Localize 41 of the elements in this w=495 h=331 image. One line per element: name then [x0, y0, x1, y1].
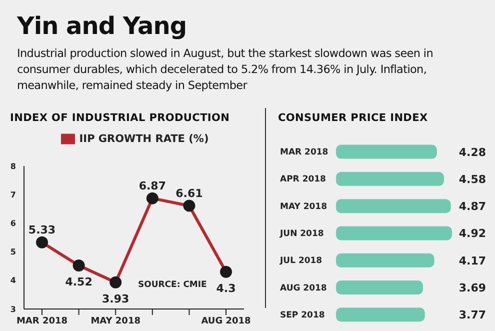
- text: Yin and Yang: [17, 12, 186, 40]
- y-tick-label: APR 2018: [280, 174, 326, 185]
- bar: [336, 226, 452, 240]
- data-label: 3.69: [458, 282, 486, 294]
- legend-label: IIP GROWTH RATE (%): [79, 132, 209, 145]
- chart-title: INDEX OF INDUSTRIAL PRODUCTION: [10, 112, 230, 124]
- y-tick-label: MAR 2018: [280, 148, 328, 158]
- bar: [336, 199, 451, 214]
- bar: [336, 144, 437, 159]
- data-label: 3.77: [458, 308, 486, 322]
- y-tick-label: 3: [10, 304, 16, 314]
- bar: [336, 172, 444, 186]
- x-tick-label: MAY 2018: [90, 316, 140, 326]
- data-label: 5.33: [28, 223, 56, 236]
- annotation: SOURCE: CMIE: [138, 280, 207, 290]
- data-label: 4.52: [65, 276, 92, 289]
- y-tick-label: JUN 2018: [279, 229, 324, 239]
- data-label: 4.17: [458, 254, 486, 268]
- data-label: 4.3: [216, 282, 236, 295]
- bar: [336, 280, 423, 294]
- data-label: 3.93: [102, 292, 130, 306]
- y-tick-label: AUG 2018: [280, 283, 327, 294]
- y-tick-label: 4: [10, 276, 16, 286]
- y-tick-label: MAY 2018: [280, 202, 328, 212]
- data-label: 4.58: [458, 172, 486, 186]
- bar: [336, 308, 425, 322]
- data-label: 6.87: [138, 179, 166, 192]
- text: Industrial production slowed in August, but the starkest slowdown was seen in consumer durables, which decelerated to 5.2% from 14.36% in July. Inflation, meanwhile, remained steady in September: [17, 46, 434, 94]
- y-tick-label: 5: [10, 248, 16, 257]
- bar: [336, 253, 434, 268]
- y-tick-label: 6: [10, 219, 16, 228]
- data-label: 4.92: [458, 227, 486, 240]
- data-label: 6.61: [176, 186, 203, 200]
- data-label: 4.87: [458, 200, 486, 214]
- chart-title: CONSUMER PRICE INDEX: [278, 112, 428, 124]
- y-tick-label: 7: [10, 190, 16, 200]
- y-tick-label: JUL 2018: [279, 256, 322, 266]
- data-label: 4.28: [458, 146, 486, 159]
- y-tick-label: 8: [10, 162, 16, 171]
- x-tick-label: AUG 2018: [201, 316, 251, 326]
- y-tick-label: SEP 2018: [280, 310, 325, 320]
